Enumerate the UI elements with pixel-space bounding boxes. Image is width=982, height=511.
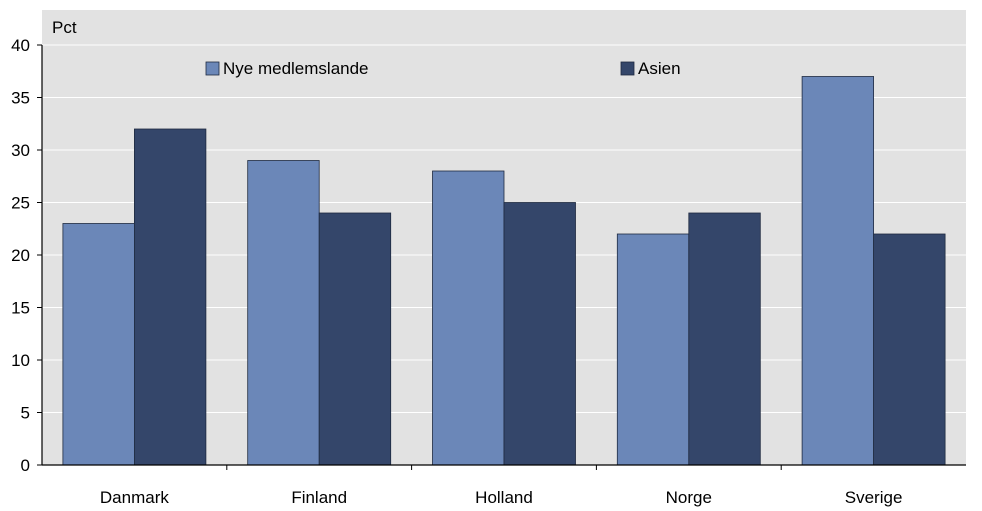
bar-norge-series-2 [688, 212, 761, 466]
bar-sverige-series-2 [873, 233, 946, 466]
y-tick-label: 0 [21, 456, 30, 475]
bar-sverige-series-1 [801, 76, 874, 466]
y-tick-label: 5 [21, 404, 30, 423]
x-tick-label: Danmark [100, 488, 169, 507]
y-axis-unit-label: Pct [52, 18, 77, 37]
bar-danmark-series-2 [133, 128, 207, 466]
bar-finland-series-1 [247, 160, 320, 466]
bar-norge-series-1 [616, 233, 690, 466]
y-tick-label: 40 [11, 36, 30, 55]
y-tick-label: 25 [11, 194, 30, 213]
legend-label-series-1: Nye medlemslande [223, 59, 369, 78]
x-tick-label: Sverige [845, 488, 903, 507]
x-tick-label: Norge [666, 488, 712, 507]
y-tick-label: 20 [11, 246, 30, 265]
x-tick-label: Holland [475, 488, 533, 507]
y-tick-label: 30 [11, 141, 30, 160]
y-tick-labels: 0 5 10 15 20 25 30 35 40 [11, 36, 30, 475]
legend-label-series-2: Asien [638, 59, 681, 78]
bars [62, 76, 946, 466]
legend: Nye medlemslande Asien [205, 59, 681, 78]
y-tick-label: 10 [11, 351, 30, 370]
legend-swatch-series-1 [205, 61, 220, 76]
y-tick-label: 35 [11, 89, 30, 108]
bar-danmark-series-1 [62, 223, 135, 466]
axes [37, 44, 966, 470]
bar-finland-series-2 [318, 212, 392, 466]
bar-holland-series-1 [432, 170, 505, 466]
x-tick-labels: Danmark Finland Holland Norge Sverige [100, 488, 903, 507]
y-tick-label: 15 [11, 299, 30, 318]
bar-holland-series-2 [503, 202, 576, 466]
x-tick-label: Finland [291, 488, 347, 507]
legend-swatch-series-2 [620, 61, 635, 76]
